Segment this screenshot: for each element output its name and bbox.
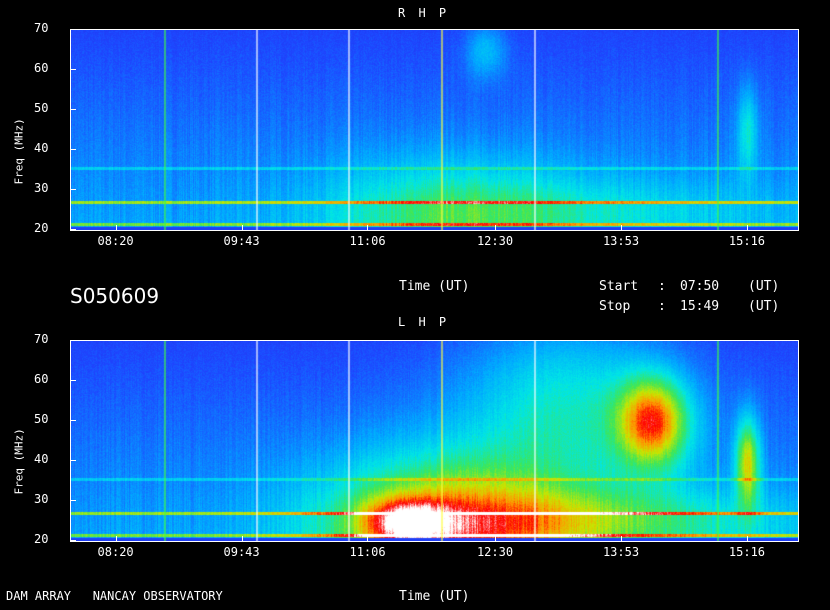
y-tick-label: 70	[34, 332, 49, 346]
y-tick-label: 30	[34, 492, 49, 506]
x-tick	[367, 225, 369, 230]
y-tick	[71, 420, 76, 421]
y-tick	[71, 500, 76, 501]
y-tick-label: 40	[34, 141, 49, 155]
x-tick-label: 12:30	[476, 545, 514, 559]
stop-value: 15:49	[680, 299, 720, 314]
y-tick-label: 50	[34, 412, 49, 426]
x-tick	[115, 536, 117, 541]
y-tick-label: 20	[34, 532, 49, 546]
y-tick-label: 60	[34, 61, 49, 75]
x-tick	[620, 536, 622, 541]
stop-label: Stop	[599, 299, 631, 314]
y-tick	[71, 540, 76, 541]
x-tick	[746, 536, 748, 541]
x-tick-label: 09:43	[223, 545, 260, 559]
time-label-top: Time (UT)	[399, 279, 470, 294]
x-tick	[115, 225, 117, 230]
stop-unit: (UT)	[748, 299, 780, 314]
y-tick	[71, 189, 76, 190]
y-tick-label: 40	[34, 452, 49, 466]
x-tick-label: 08:20	[97, 545, 134, 559]
x-tick	[241, 225, 243, 230]
y-tick-label: 30	[34, 181, 49, 195]
rhp-title: R H P	[398, 6, 450, 20]
rhp-heatmap	[71, 30, 798, 230]
x-tick	[367, 536, 369, 541]
stop-sep: :	[658, 299, 666, 314]
y-tick	[71, 149, 76, 150]
y-tick-label: 60	[34, 372, 49, 386]
start-unit: (UT)	[748, 279, 780, 294]
x-tick-label: 13:53	[602, 545, 640, 559]
x-tick	[494, 225, 496, 230]
y-tick-label: 70	[34, 21, 49, 35]
y-tick	[71, 340, 76, 341]
x-tick-label: 09:43	[223, 234, 260, 248]
x-tick	[620, 225, 622, 230]
y-tick-label: 50	[34, 101, 49, 115]
x-tick	[746, 225, 748, 230]
rhp-ylabel: Freq (MHz)	[12, 118, 26, 185]
lhp-title: L H P	[398, 315, 450, 329]
observatory-label: DAM ARRAY NANCAY OBSERVATORY	[6, 589, 223, 603]
rhp-spectrogram	[70, 29, 799, 231]
y-tick	[71, 229, 76, 230]
lhp-spectrogram	[70, 340, 799, 542]
y-tick	[71, 29, 76, 30]
station-id: S050609	[70, 284, 160, 308]
x-tick-label: 15:16	[728, 234, 766, 248]
y-tick	[71, 69, 76, 70]
x-tick-label: 13:53	[602, 234, 640, 248]
x-tick-label: 12:30	[476, 234, 514, 248]
y-tick	[71, 109, 76, 110]
time-label-bottom: Time (UT)	[399, 589, 470, 604]
x-tick-label: 08:20	[97, 234, 134, 248]
x-tick	[494, 536, 496, 541]
start-value: 07:50	[680, 279, 720, 294]
start-sep: :	[658, 279, 666, 294]
lhp-heatmap	[71, 341, 798, 541]
y-tick	[71, 460, 76, 461]
x-tick-label: 11:06	[349, 545, 386, 559]
x-tick-label: 11:06	[349, 234, 386, 248]
x-tick	[241, 536, 243, 541]
x-tick-label: 15:16	[728, 545, 766, 559]
y-tick	[71, 380, 76, 381]
lhp-ylabel: Freq (MHz)	[12, 428, 26, 495]
y-tick-label: 20	[34, 221, 49, 235]
start-label: Start	[599, 279, 639, 294]
